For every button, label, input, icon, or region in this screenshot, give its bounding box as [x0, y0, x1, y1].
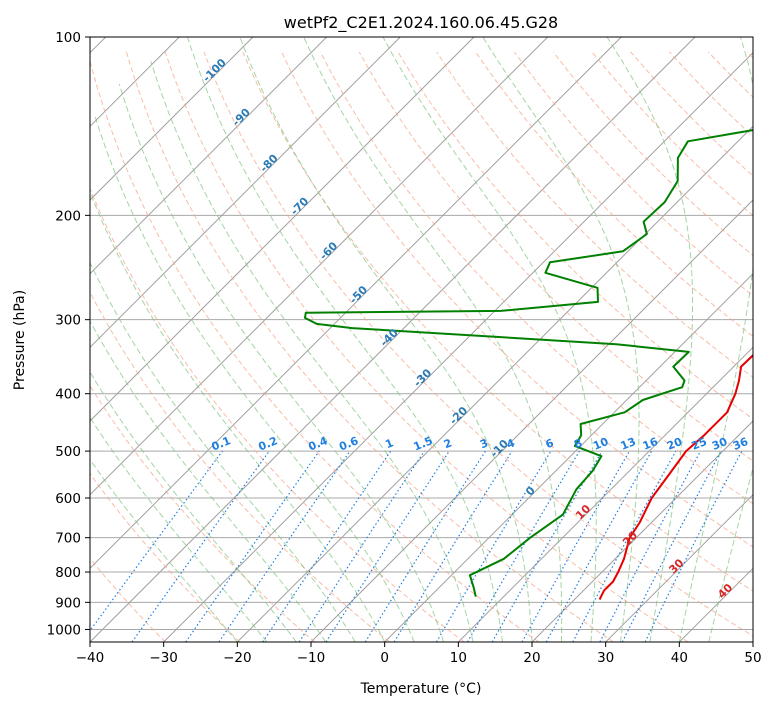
mixing-ratio-line	[644, 450, 743, 642]
mixing-ratio-label: 30	[710, 435, 729, 453]
sounding-line	[598, 353, 753, 600]
mixing-ratio-label: 1	[383, 436, 395, 451]
mixing-ratio-label: 20	[665, 435, 684, 453]
isotherm-line	[531, 420, 753, 642]
x-tick-label: 10	[450, 650, 467, 666]
mixing-ratio-label: 25	[690, 435, 709, 453]
dry-adiabat-line	[319, 51, 753, 505]
mixing-ratio-label: 13	[619, 435, 638, 453]
y-tick-label: 800	[55, 565, 81, 581]
x-tick-label: −30	[149, 650, 178, 666]
x-tick-label: −20	[223, 650, 252, 666]
isotherm-line	[163, 51, 753, 642]
y-axis-ticks: 100 200 300 400 500 600 700 800 900 1000	[47, 30, 90, 638]
isotherm-line	[457, 346, 753, 642]
moist-adiabat-line	[678, 37, 753, 642]
y-tick-label: 100	[55, 30, 81, 46]
isotherm-line	[90, 37, 254, 201]
y-tick-label: 300	[55, 313, 81, 329]
x-tick-label: 0	[380, 650, 389, 666]
moist-adiabat-line	[482, 37, 640, 642]
mixing-ratio-line	[131, 450, 270, 642]
mixing-ratio-line	[325, 450, 450, 642]
dry-adiabat-line	[90, 187, 465, 642]
mixing-ratio-line	[262, 450, 392, 642]
dry-adiabat-line	[513, 51, 753, 297]
dry-adiabat-line	[125, 51, 614, 642]
x-axis-label: Temperature (°C)	[360, 681, 482, 697]
mixing-ratio-line	[90, 450, 223, 632]
x-tick-label: 30	[597, 650, 614, 666]
y-tick-label: 700	[55, 531, 81, 547]
isotherm-line	[90, 37, 328, 275]
mixing-ratio-label: 10	[591, 435, 610, 453]
dry-adiabat-line	[203, 51, 753, 637]
isotherm-line	[90, 37, 549, 496]
y-tick-label: 200	[55, 208, 81, 224]
y-tick-label: 1000	[47, 622, 81, 638]
dry-adiabat-line	[358, 51, 753, 462]
dry-adiabat-line	[281, 51, 753, 548]
moist-adiabat-line	[90, 320, 327, 642]
moist-adiabat-line	[90, 416, 268, 642]
x-axis-ticks: −40 −30 −20 −10 0 10 20 30 40 50	[76, 642, 762, 666]
isotherm-line	[384, 272, 753, 642]
x-tick-label: 20	[523, 650, 540, 666]
x-tick-label: −40	[76, 650, 105, 666]
sounding-line	[304, 129, 753, 597]
dry-adiabat-line	[164, 51, 689, 642]
mixing-ratio-label: 2	[442, 436, 454, 451]
dry-adiabat-line	[90, 472, 241, 642]
moist-adiabat-line	[150, 61, 474, 642]
moist-adiabat-line	[93, 114, 415, 642]
mixing-ratio-line	[185, 450, 320, 642]
dry-adiabat-line	[90, 557, 166, 642]
isotherm-line	[90, 37, 696, 642]
dry-adiabat-line	[90, 59, 540, 642]
mixing-ratio-line	[393, 450, 513, 642]
isotherm-line	[605, 493, 753, 642]
mixing-ratio-line	[572, 450, 677, 642]
mixing-ratio-label: 3	[478, 436, 490, 451]
mixing-ratio-label: 36	[731, 435, 750, 453]
dry-adiabat-line	[436, 51, 753, 378]
mixing-ratio-line	[218, 450, 351, 642]
isotherm-line	[90, 37, 622, 570]
y-axis-label: Pressure (hPa)	[12, 290, 28, 390]
plot-area: -100-90-80-70-60-50-40-30-20-10010203040…	[90, 37, 753, 642]
mixing-ratio-line	[545, 450, 653, 642]
x-tick-label: −10	[297, 650, 326, 666]
mixing-ratio-label: 8	[572, 436, 584, 451]
moist-adiabat-line	[90, 370, 297, 642]
moist-adiabat-line	[90, 458, 238, 642]
x-tick-label: 40	[671, 650, 688, 666]
isotherm-line	[310, 199, 753, 642]
moist-adiabat-line	[382, 37, 597, 642]
dry-adiabat-line	[90, 291, 390, 642]
plot-frame	[89, 36, 754, 643]
moist-adiabat-line	[90, 190, 386, 642]
y-tick-label: 900	[55, 595, 81, 611]
mixing-ratio-line	[298, 450, 425, 642]
moist-adiabat-line	[606, 37, 694, 642]
mixing-ratio-label: 16	[641, 435, 660, 453]
chart-title: wetPf2_C2E1.2024.160.06.45.G28	[284, 13, 558, 33]
moist-adiabat-line	[187, 37, 503, 642]
moist-adiabat-line	[90, 261, 356, 642]
y-tick-label: 400	[55, 387, 81, 403]
x-tick-label: 50	[744, 650, 761, 666]
moist-adiabat-line	[239, 37, 533, 642]
isotherm-line	[90, 37, 475, 422]
y-tick-label: 500	[55, 444, 81, 460]
y-tick-label: 600	[55, 491, 81, 507]
moist-adiabat-line	[303, 37, 563, 642]
isotherm-line	[90, 37, 401, 349]
mixing-ratio-line	[521, 450, 631, 642]
